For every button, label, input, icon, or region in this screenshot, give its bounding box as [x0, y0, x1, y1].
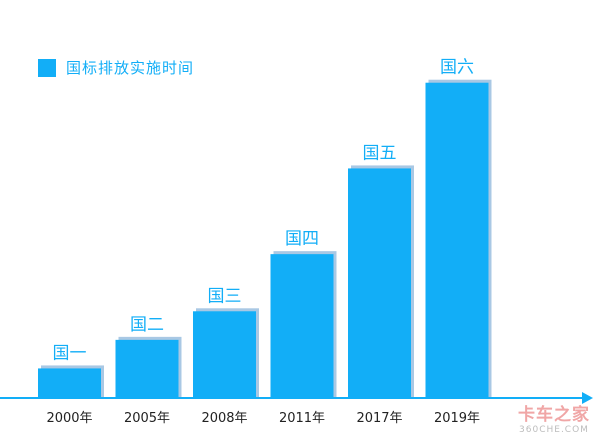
bar-labels: 国一 国二 国三 国四 国五 国六 — [53, 58, 475, 364]
bar-label: 国二 — [130, 315, 164, 335]
bar-label: 国五 — [363, 143, 397, 163]
bar-label: 国六 — [440, 58, 474, 78]
watermark-logo-text: 卡车之家 — [518, 405, 590, 425]
x-tick-label: 2017年 — [356, 411, 402, 426]
x-tick-label: 2019年 — [434, 411, 480, 426]
bar-label: 国一 — [53, 343, 87, 363]
x-tick-label: 2005年 — [124, 411, 170, 426]
bar — [270, 254, 334, 397]
legend-label: 国标排放实施时间 — [66, 59, 195, 77]
bar — [38, 368, 101, 397]
x-tick-label: 2011年 — [279, 411, 325, 426]
x-axis-arrow-icon — [582, 392, 593, 404]
bar — [425, 82, 489, 397]
x-tick-label: 2000年 — [46, 411, 92, 426]
watermark-sub-text: 360CHE.COM — [519, 425, 589, 435]
x-tick-labels: 2000年 2005年 2008年 2011年 2017年 2019年 — [46, 411, 480, 426]
legend-swatch — [38, 58, 56, 77]
bar — [193, 311, 256, 397]
watermark: 卡车之家 360CHE.COM — [518, 400, 590, 435]
bars — [38, 82, 489, 397]
bar — [348, 168, 411, 397]
bar-label: 国四 — [285, 229, 319, 249]
bar-label: 国三 — [208, 286, 242, 306]
bar-shadows — [41, 79, 492, 397]
x-tick-label: 2008年 — [201, 411, 247, 426]
legend: 国标排放实施时间 — [38, 57, 194, 78]
bar — [115, 339, 179, 397]
